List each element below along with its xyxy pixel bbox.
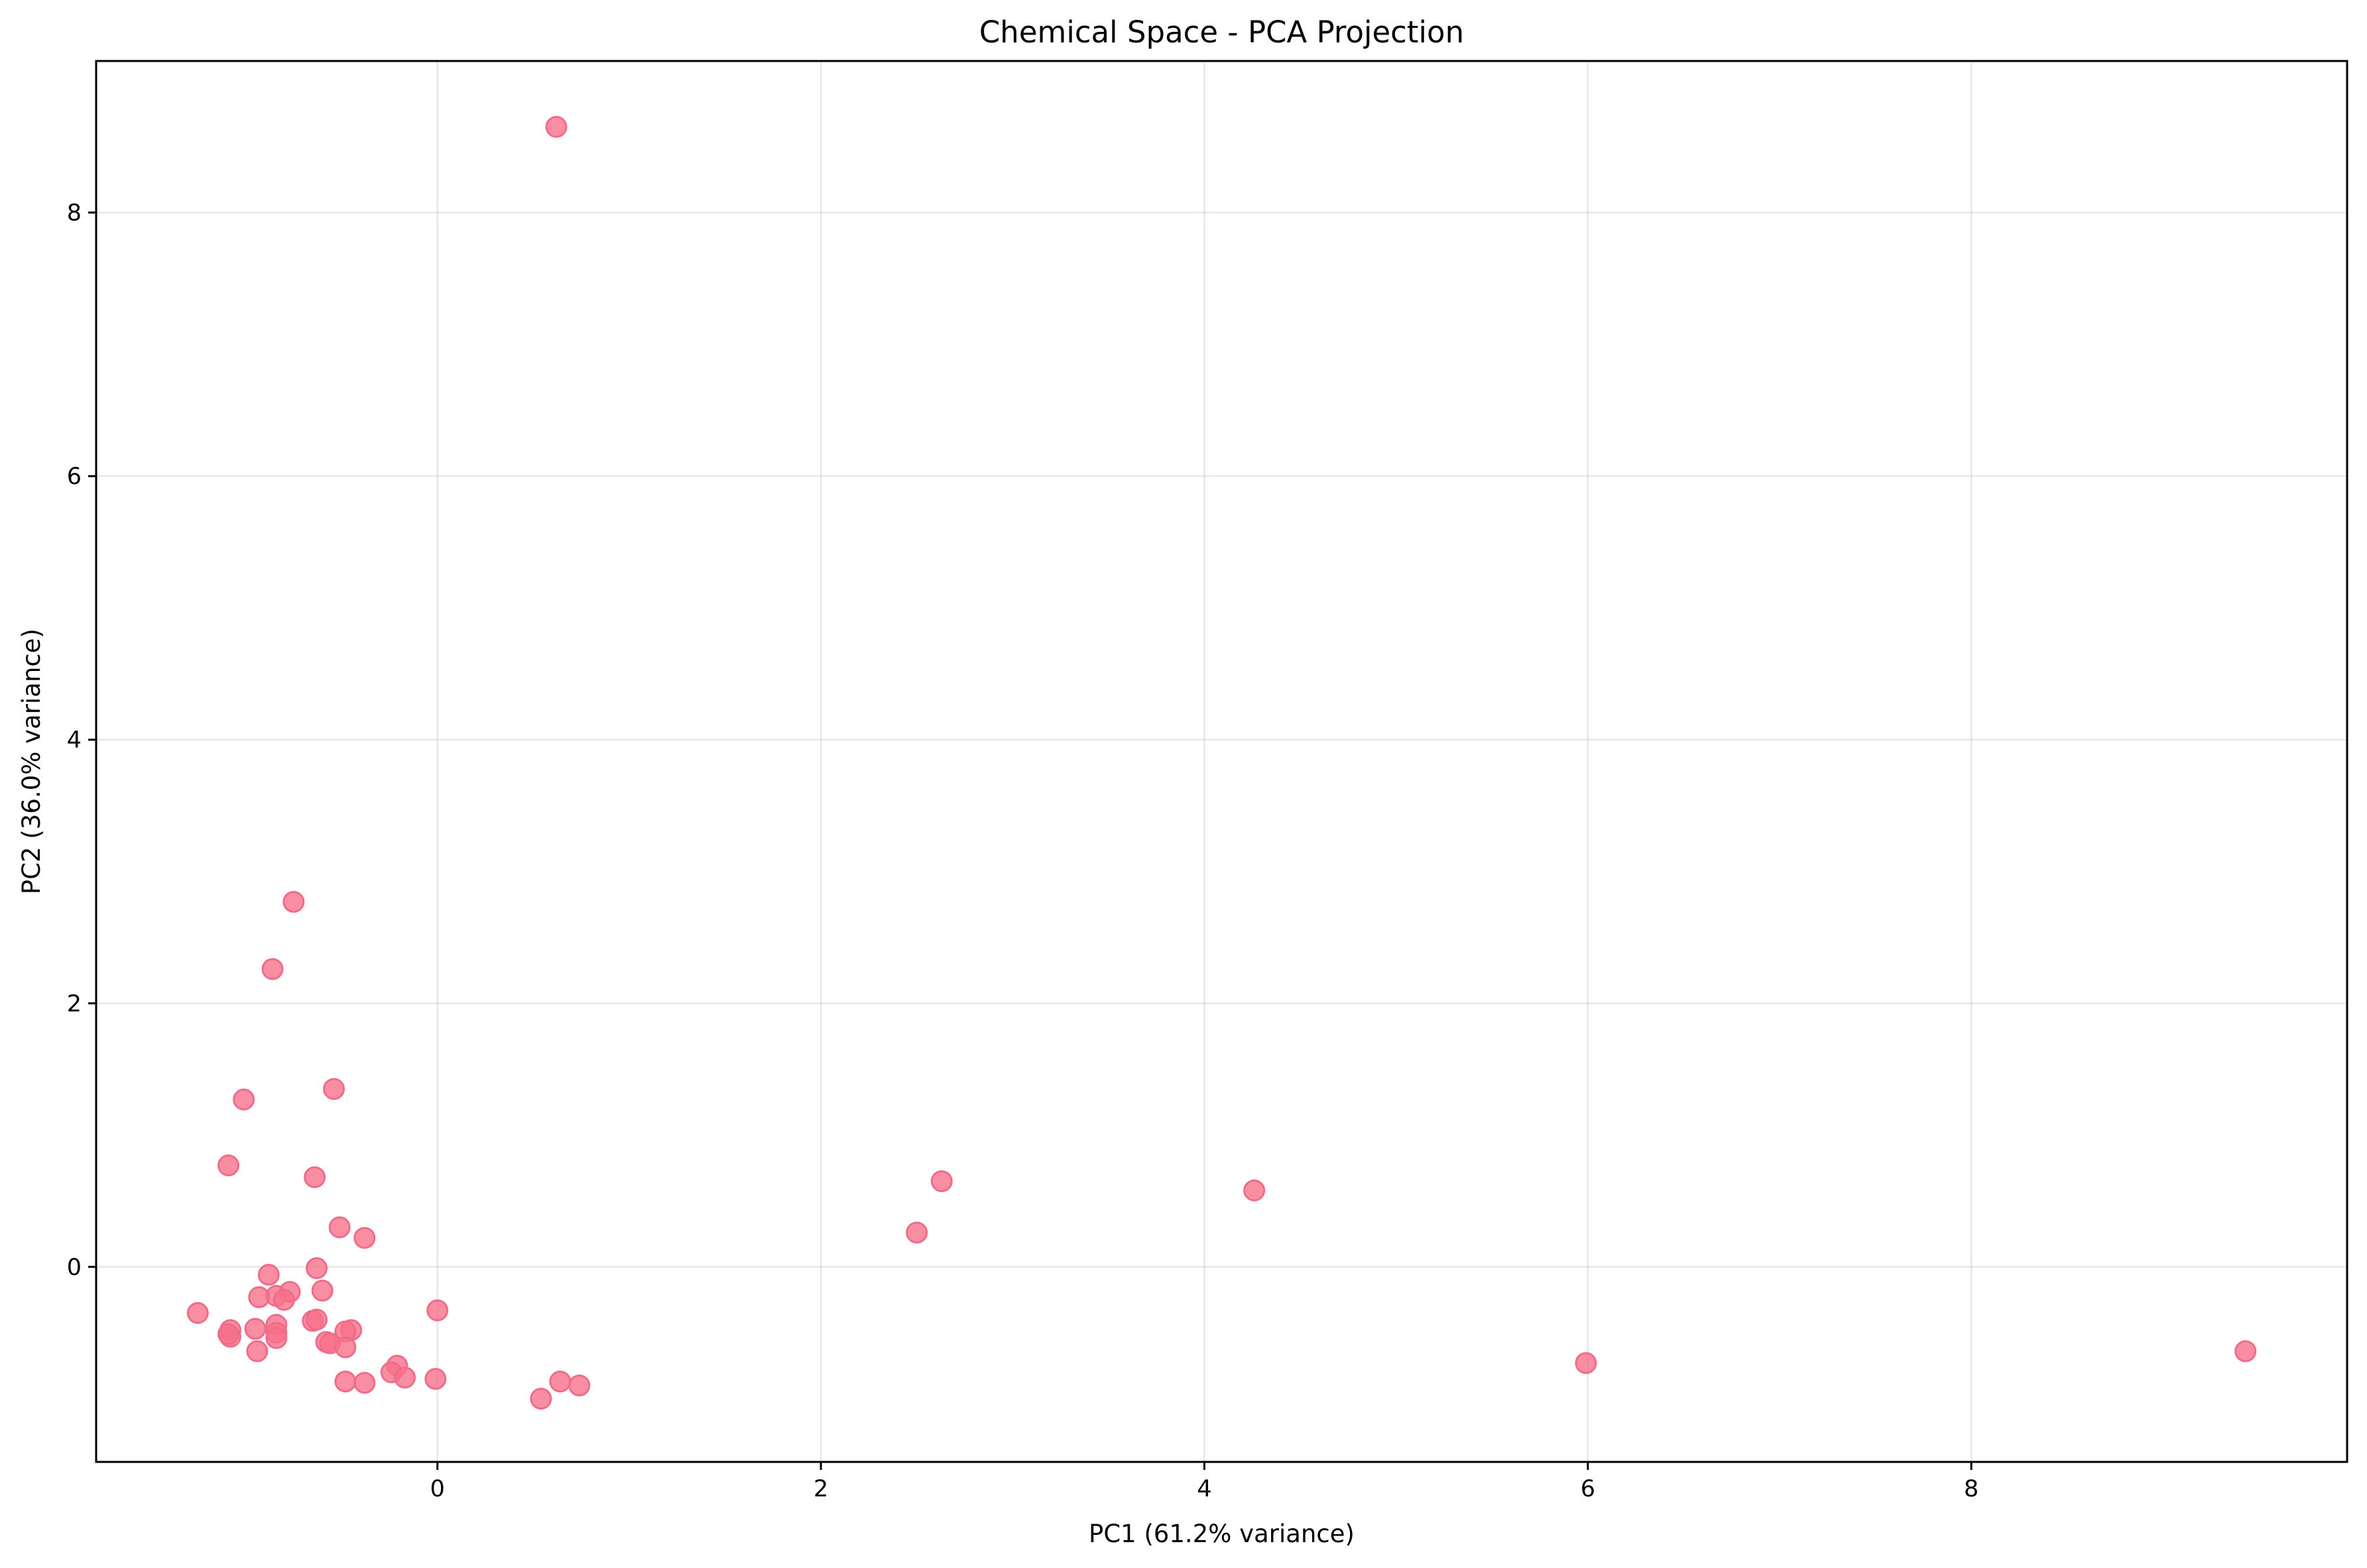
data-point [424, 1368, 447, 1390]
x-axis: 0 2 4 6 8 [430, 1462, 1978, 1502]
data-point [426, 1299, 449, 1321]
data-point [261, 958, 284, 981]
x-axis-label: PC1 (61.2% variance) [1089, 1520, 1355, 1548]
data-point [304, 1166, 326, 1189]
data-point [306, 1257, 328, 1280]
data-point [273, 1289, 295, 1311]
y-axis-label: PC2 (36.0% variance) [17, 629, 46, 894]
x-tick-label: 2 [814, 1476, 828, 1502]
y-tick-label: 2 [67, 991, 82, 1017]
data-point [282, 890, 305, 913]
data-point [323, 1077, 345, 1100]
y-tick-label: 8 [67, 200, 82, 227]
data-point [906, 1221, 928, 1244]
data-point [353, 1372, 376, 1394]
x-tick-label: 4 [1197, 1476, 1211, 1502]
data-point [930, 1170, 953, 1193]
data-point [334, 1370, 357, 1393]
data-point [244, 1317, 267, 1340]
y-tick-label: 4 [67, 727, 82, 754]
y-tick-label: 6 [67, 463, 82, 490]
y-tick-label: 0 [67, 1254, 82, 1281]
data-point [568, 1374, 591, 1397]
data-point [217, 1154, 240, 1177]
data-point [311, 1280, 334, 1302]
data-point [233, 1088, 255, 1111]
data-point [306, 1308, 328, 1331]
data-point [265, 1327, 288, 1349]
data-points [186, 115, 2257, 1410]
data-point [186, 1301, 209, 1324]
data-point [1575, 1352, 1597, 1374]
data-point [248, 1286, 271, 1309]
plot-frame [95, 60, 2348, 1463]
data-point [217, 1323, 240, 1345]
data-point [353, 1227, 376, 1249]
y-axis: 0 2 4 6 8 [67, 200, 96, 1281]
data-point [257, 1264, 280, 1286]
chart-title: Chemical Space - PCA Projection [979, 15, 1464, 50]
x-tick-label: 8 [1964, 1476, 1978, 1502]
data-point [394, 1366, 416, 1389]
data-point [1243, 1179, 1266, 1202]
data-point [530, 1388, 552, 1410]
grid [96, 61, 2347, 1462]
x-tick-label: 0 [430, 1476, 445, 1502]
x-tick-label: 6 [1581, 1476, 1595, 1502]
data-point [334, 1336, 357, 1358]
data-point [545, 115, 568, 138]
data-point [246, 1340, 269, 1362]
data-point [2234, 1340, 2257, 1362]
data-point [328, 1216, 351, 1238]
data-point [549, 1370, 572, 1393]
